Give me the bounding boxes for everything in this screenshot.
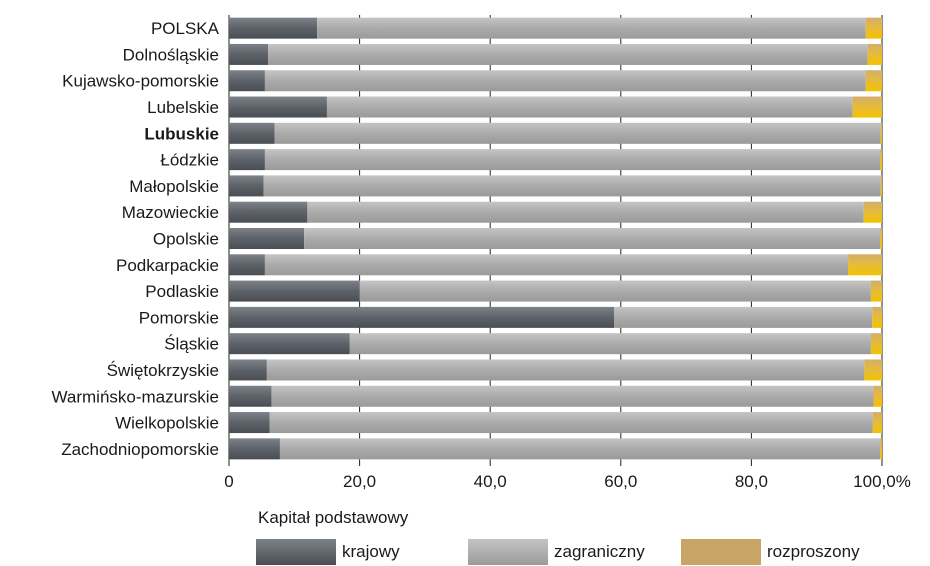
bar-zagraniczny <box>326 96 853 118</box>
bar-rozproszony <box>863 201 882 223</box>
bar-zagraniczny <box>279 438 881 460</box>
bar-krajowy <box>229 201 308 223</box>
bar-rozproszony <box>864 359 882 381</box>
legend-item-krajowy: krajowy <box>256 538 400 566</box>
category-label: Warmińsko-mazurskie <box>51 387 219 406</box>
bar-zagraniczny <box>307 201 864 223</box>
category-label: POLSKA <box>151 19 220 38</box>
bar-krajowy <box>229 175 264 197</box>
bar-krajowy <box>229 306 615 328</box>
category-label: Zachodniopomorskie <box>61 440 219 459</box>
bar-krajowy <box>229 96 327 118</box>
bar-krajowy <box>229 412 270 434</box>
legend-swatch-krajowy <box>256 539 336 565</box>
bar-zagraniczny <box>349 333 871 355</box>
bar-zagraniczny <box>264 149 881 171</box>
bar-krajowy <box>229 122 275 144</box>
bar-zagraniczny <box>264 254 849 276</box>
legend-swatch-zagraniczny <box>468 539 548 565</box>
legend-item-zagraniczny: zagraniczny <box>468 538 645 566</box>
bar-rozproszony <box>852 96 882 118</box>
bar-krajowy <box>229 149 265 171</box>
bar-zagraniczny <box>304 228 881 249</box>
bar-zagraniczny <box>614 306 873 328</box>
bar-rozproszony <box>880 122 882 144</box>
category-label: Kujawsko-pomorskie <box>62 72 219 91</box>
x-tick-label: 60,0 <box>604 472 637 491</box>
legend-item-rozproszony: rozproszony <box>681 538 860 566</box>
bar-rozproszony <box>873 385 882 407</box>
bar-krajowy <box>229 359 267 381</box>
bar-zagraniczny <box>317 17 866 39</box>
bar-krajowy <box>229 254 265 276</box>
legend-label-krajowy: krajowy <box>342 542 400 561</box>
bar-rozproszony <box>870 280 882 302</box>
legend-swatch-rozproszony <box>681 539 761 565</box>
bar-zagraniczny <box>263 175 881 197</box>
x-tick-label: 20,0 <box>343 472 376 491</box>
bar-zagraniczny <box>268 43 868 65</box>
bar-krajowy <box>229 17 318 39</box>
bar-zagraniczny <box>359 280 871 302</box>
bar-rozproszony <box>872 306 882 328</box>
category-label: Mazowieckie <box>122 203 219 222</box>
bar-rozproszony <box>867 43 882 65</box>
category-label: Świętokrzyskie <box>107 361 219 380</box>
category-label: Pomorskie <box>139 308 219 327</box>
bar-zagraniczny <box>274 122 881 144</box>
bar-krajowy <box>229 280 360 302</box>
bar-rozproszony <box>870 333 882 355</box>
category-label: Podkarpackie <box>116 256 219 275</box>
category-label: Dolnośląskie <box>123 45 219 64</box>
category-label: Opolskie <box>153 230 219 249</box>
category-label: Łódzkie <box>160 151 219 170</box>
legend-label-zagraniczny: zagraniczny <box>554 542 645 561</box>
x-tick-label: 80,0 <box>735 472 768 491</box>
category-label: Wielkopolskie <box>115 414 219 433</box>
category-label: Podlaskie <box>145 282 219 301</box>
bar-rozproszony <box>880 149 882 171</box>
bar-rozproszony <box>848 254 882 276</box>
bar-rozproszony <box>880 175 882 197</box>
x-tick-label: 0 <box>224 472 233 491</box>
x-tick-label: 100,0% <box>853 472 911 491</box>
bar-rozproszony <box>872 412 882 434</box>
legend-label-rozproszony: rozproszony <box>767 542 860 561</box>
category-label: Lubelskie <box>147 98 219 117</box>
bar-rozproszony <box>865 17 882 39</box>
bar-krajowy <box>229 385 272 407</box>
bar-krajowy <box>229 228 305 249</box>
legend-title: Kapitał podstawowy <box>258 508 409 527</box>
category-label: Lubuskie <box>144 124 219 143</box>
bar-krajowy <box>229 70 265 92</box>
bar-zagraniczny <box>269 412 873 434</box>
bar-rozproszony <box>880 438 882 460</box>
x-tick-label: 40,0 <box>474 472 507 491</box>
bar-rozproszony <box>865 70 882 92</box>
bar-krajowy <box>229 333 350 355</box>
bar-krajowy <box>229 438 280 460</box>
bar-krajowy <box>229 43 269 65</box>
bar-rozproszony <box>880 228 882 249</box>
bar-zagraniczny <box>266 359 865 381</box>
category-label: Śląskie <box>164 335 219 354</box>
category-label: Małopolskie <box>129 177 219 196</box>
bar-zagraniczny <box>271 385 874 407</box>
bar-zagraniczny <box>264 70 866 92</box>
